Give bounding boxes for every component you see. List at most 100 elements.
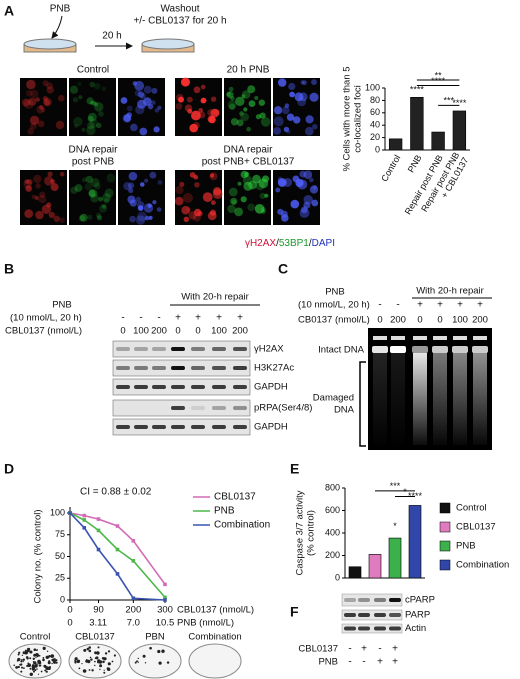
band — [116, 385, 130, 389]
band — [233, 366, 247, 370]
gel-well — [433, 336, 447, 340]
cell — [259, 112, 266, 119]
stain-legend: γH2AX/53BP1/DAPI — [245, 238, 335, 249]
colony — [76, 659, 81, 664]
band — [212, 366, 226, 370]
legend-label: PNB — [214, 506, 235, 517]
colony — [97, 646, 100, 649]
series-line — [69, 512, 166, 585]
cell — [123, 182, 132, 191]
band — [233, 406, 247, 410]
colony — [45, 655, 49, 659]
dose: 200 — [390, 315, 406, 326]
band-label: cPARP — [405, 595, 435, 606]
cell — [86, 97, 94, 105]
cell — [187, 108, 193, 114]
cell — [89, 81, 96, 88]
x2-tick-label: 7.0 — [127, 618, 140, 629]
cell — [41, 204, 52, 214]
colony — [48, 660, 51, 663]
colony — [35, 657, 37, 659]
cell — [240, 196, 247, 203]
cell — [144, 215, 150, 221]
significance-label: * — [403, 487, 407, 497]
gel-band — [472, 346, 488, 353]
cell — [42, 80, 49, 87]
cell — [200, 97, 207, 104]
cell — [128, 171, 138, 181]
washout-label: Washout — [160, 4, 199, 15]
cell — [140, 182, 145, 187]
cell — [240, 112, 249, 122]
blot — [341, 623, 403, 634]
sign: - — [348, 657, 351, 668]
sign: + — [437, 300, 443, 311]
band — [191, 385, 205, 389]
cell — [58, 94, 65, 102]
cell — [202, 192, 213, 203]
cell — [300, 80, 305, 85]
cell — [106, 173, 116, 183]
colony — [78, 667, 81, 670]
cell — [254, 95, 259, 101]
point — [131, 596, 136, 601]
significance-label: *** — [443, 96, 454, 106]
cell — [126, 105, 133, 112]
cell — [212, 189, 223, 200]
point — [96, 517, 101, 521]
colony — [27, 647, 31, 651]
colony — [29, 672, 33, 676]
colony — [31, 668, 35, 671]
colony — [32, 657, 35, 660]
cell — [189, 172, 196, 178]
cell — [128, 187, 134, 194]
cell — [246, 126, 251, 132]
legend-label: Control — [456, 503, 487, 514]
plate — [188, 643, 242, 679]
cell — [137, 201, 145, 209]
colony — [51, 662, 53, 665]
cell — [286, 113, 295, 121]
cell — [44, 176, 54, 186]
colony — [90, 658, 93, 661]
cell — [137, 211, 147, 222]
colony — [99, 668, 101, 671]
sign: - — [121, 313, 124, 324]
y-tick-label: 0 — [60, 594, 65, 604]
cell — [50, 183, 59, 192]
cell — [186, 96, 193, 103]
dose: 200 — [472, 315, 488, 326]
colony — [137, 657, 139, 660]
gel-well — [473, 336, 487, 340]
significance-label: ** — [435, 70, 443, 80]
cell — [198, 108, 204, 113]
cell — [242, 175, 253, 185]
cell — [181, 205, 190, 215]
cell — [87, 121, 95, 130]
gel-smear — [391, 353, 405, 445]
cell — [29, 115, 40, 125]
colony — [47, 661, 51, 665]
cell — [147, 103, 154, 110]
colony — [29, 651, 32, 654]
cell — [37, 120, 45, 128]
colony — [33, 661, 37, 665]
gel-smear — [413, 353, 427, 445]
band — [212, 347, 226, 351]
band — [212, 385, 226, 389]
legend-label: CBL0137 — [456, 522, 496, 533]
cell — [312, 124, 318, 130]
colony — [94, 660, 96, 663]
cell — [27, 179, 33, 185]
colony — [34, 669, 37, 672]
sign: - — [378, 644, 381, 655]
cell — [101, 204, 107, 209]
cell — [293, 116, 301, 124]
dish — [141, 38, 195, 50]
image-label: Control — [77, 65, 109, 76]
gel-well — [373, 336, 387, 340]
cell — [129, 215, 136, 223]
cell — [309, 185, 319, 194]
band — [233, 385, 247, 389]
colony — [91, 669, 94, 672]
